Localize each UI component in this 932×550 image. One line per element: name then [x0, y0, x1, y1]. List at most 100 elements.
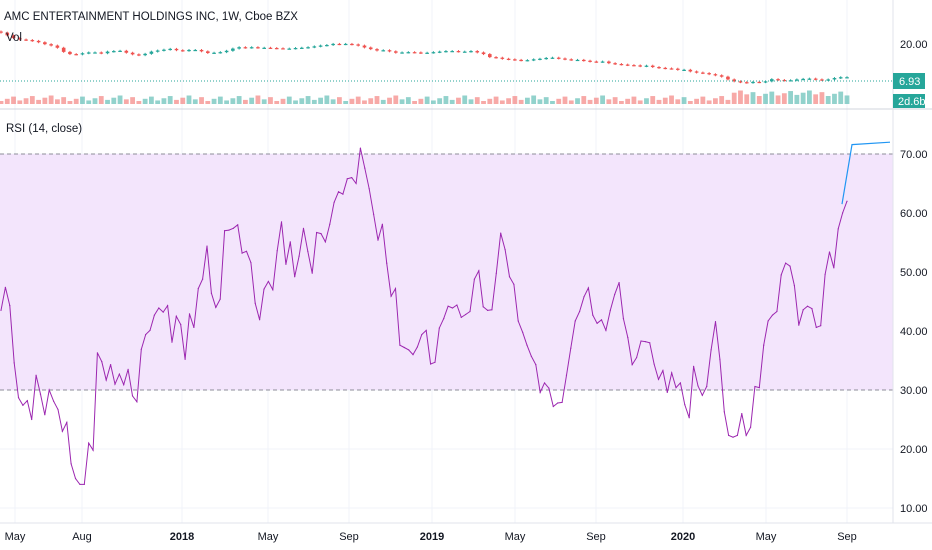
volume-bar — [174, 99, 179, 104]
candle-body — [544, 57, 548, 60]
rsi-point — [728, 434, 730, 437]
rsi-point — [408, 349, 410, 351]
rsi-point — [491, 309, 493, 311]
rsi-axis-label: 10.00 — [900, 503, 928, 515]
time-axis[interactable]: May Aug 2018 May Sep 2019 May Sep 2020 May Sep — [5, 531, 857, 543]
rsi-point — [574, 320, 576, 322]
rsi-point — [649, 342, 651, 344]
rsi-point — [526, 344, 528, 346]
candle-body — [801, 78, 805, 81]
rsi-point — [614, 293, 616, 296]
candle-body — [124, 50, 129, 53]
rsi-point — [145, 333, 147, 336]
rsi-point — [44, 414, 46, 416]
volume-bar — [0, 101, 4, 104]
volume-bar — [230, 98, 236, 104]
rsi-point — [557, 402, 559, 404]
candle-body — [813, 78, 818, 80]
volume-label: Vol — [6, 32, 22, 44]
candle-body — [162, 49, 166, 51]
candle-body — [249, 47, 254, 49]
rsi-points — [0, 147, 848, 485]
volume-bar — [669, 95, 674, 104]
rsi-point — [697, 385, 699, 387]
volume-bar — [186, 95, 192, 104]
volume-bar — [86, 100, 92, 104]
candle-body — [632, 65, 636, 67]
rsi-point — [272, 289, 274, 291]
candle-body — [638, 65, 642, 67]
candle-body — [412, 52, 417, 54]
candle-body — [180, 50, 185, 52]
volume-bar — [48, 95, 54, 104]
rsi-point — [245, 250, 248, 252]
rsi-point — [833, 267, 835, 269]
volume-bar — [756, 96, 762, 104]
volume-bar — [832, 93, 837, 104]
chart-title: AMC ENTERTAINMENT HOLDINGS INC, 1W, Cboe… — [4, 11, 298, 23]
rsi-point — [456, 304, 458, 306]
volume-bar — [211, 98, 217, 104]
rsi-point — [83, 483, 85, 485]
rsi-point — [377, 239, 379, 241]
volume-bar — [512, 96, 518, 104]
rsi-point — [333, 201, 335, 203]
volume-bar — [437, 98, 443, 104]
rsi-point — [250, 261, 252, 264]
candle-body — [713, 74, 718, 76]
volume-bar — [644, 98, 649, 104]
rsi-point — [429, 363, 432, 365]
volume-bar — [456, 97, 461, 104]
price-pane[interactable] — [0, 30, 893, 104]
price-axis[interactable]: 20.00 6.93 2d.6b — [893, 39, 928, 108]
volume-bar — [136, 101, 142, 104]
candle-body — [575, 59, 580, 62]
rsi-point — [329, 223, 331, 225]
rsi-point — [206, 245, 208, 247]
candle-body — [24, 39, 28, 41]
rsi-point — [732, 436, 734, 438]
volume-bar — [763, 93, 768, 104]
rsi-point — [188, 313, 191, 315]
rsi-point — [828, 251, 831, 253]
candle-body — [174, 48, 179, 51]
rsi-point — [35, 374, 37, 376]
candle-body — [826, 79, 830, 81]
candle-body — [619, 64, 624, 66]
volume-bar — [217, 96, 223, 104]
candle-body — [469, 51, 473, 53]
candle-body — [18, 38, 22, 40]
rsi-point — [316, 231, 318, 234]
candle-body — [744, 82, 749, 84]
volume-bar — [556, 98, 562, 104]
candle-body — [569, 59, 574, 61]
rsi-point — [500, 232, 502, 234]
time-axis-label: Sep — [339, 531, 359, 543]
rsi-point — [105, 379, 107, 381]
rsi-point — [806, 305, 809, 307]
candle-body — [68, 51, 72, 55]
rsi-pane[interactable] — [0, 141, 893, 485]
rsi-axis-label: 70.00 — [900, 149, 928, 161]
volume-bar — [725, 99, 731, 104]
rsi-point — [61, 430, 63, 432]
candle-body — [356, 44, 360, 46]
rsi-point — [517, 320, 519, 322]
candle-body — [5, 32, 10, 36]
rsi-axis[interactable]: 70.00 60.00 50.00 40.00 30.00 20.00 10.00 — [900, 149, 928, 515]
candle-body — [500, 57, 505, 59]
volume-bar — [568, 100, 574, 104]
candle-body — [287, 48, 292, 50]
rsi-point — [535, 364, 537, 366]
volume-bar — [23, 98, 29, 104]
volume-bar — [606, 99, 612, 104]
rsi-point — [508, 276, 511, 278]
rsi-point — [460, 316, 462, 319]
rsi-point — [513, 283, 515, 285]
volume-bar — [355, 96, 361, 104]
candle-body — [757, 81, 762, 84]
volume-bar — [493, 96, 499, 104]
candle-body — [0, 31, 3, 33]
volume-bar — [650, 96, 656, 104]
